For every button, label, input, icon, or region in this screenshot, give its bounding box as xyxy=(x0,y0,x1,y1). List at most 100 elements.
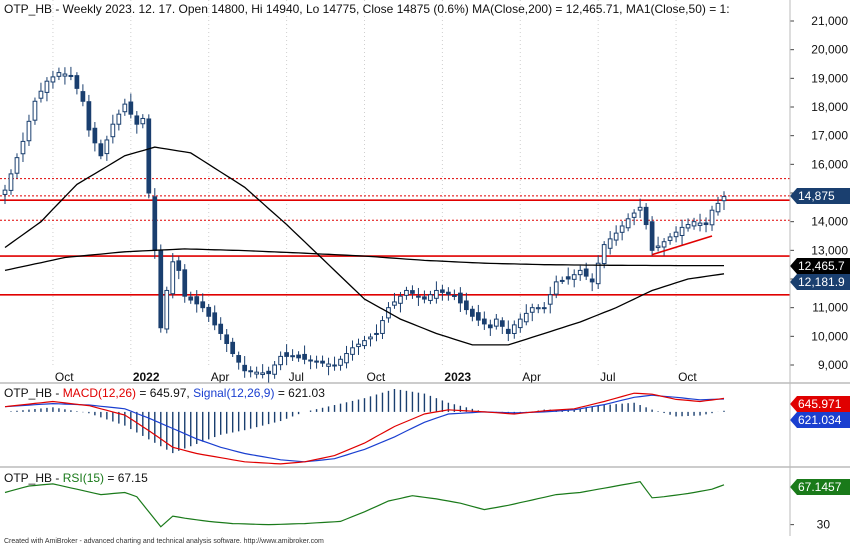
price-badge-shape xyxy=(790,258,850,274)
candle-up xyxy=(535,307,541,310)
macd-badge-shape xyxy=(790,396,850,412)
price-y-tick-label: 18,000 xyxy=(811,100,848,114)
candle-up xyxy=(523,312,529,323)
candle-down xyxy=(565,276,571,280)
candle-up xyxy=(368,336,373,340)
price-x-tick-label: Jul xyxy=(289,370,304,384)
candle-up xyxy=(272,364,277,375)
price-grid xyxy=(52,0,677,367)
candle-up xyxy=(110,123,116,138)
candle-up xyxy=(2,189,8,195)
price-candles xyxy=(2,66,727,383)
candle-up xyxy=(571,274,577,280)
price-badge: 12,465.7 xyxy=(790,258,850,274)
candle-up xyxy=(595,262,601,285)
candle-up xyxy=(601,244,607,265)
candle-up xyxy=(380,320,385,334)
candle-down xyxy=(583,268,589,277)
candle-up xyxy=(344,353,349,364)
candle-down xyxy=(649,221,655,251)
macd-header: OTP_HB - MACD(12,26) = 645.97, Signal(12… xyxy=(4,386,325,400)
candle-up xyxy=(362,340,367,347)
price-y-tick-label: 11,000 xyxy=(812,301,848,315)
candle-up xyxy=(517,318,523,329)
price-x-tick-label: Oct xyxy=(678,370,697,384)
price-x-tick-label: 2023 xyxy=(444,370,471,384)
candle-up xyxy=(493,318,499,327)
candle-up xyxy=(541,307,547,310)
candle-down xyxy=(452,294,457,297)
rsi-y-tick-label: 30 xyxy=(817,518,831,532)
candle-up xyxy=(350,347,355,355)
candle-up xyxy=(685,224,691,229)
rsi-header-value: = 67.15 xyxy=(104,471,148,485)
candle-up xyxy=(254,371,260,375)
candle-down xyxy=(643,206,649,226)
candle-up xyxy=(392,301,397,306)
signal-header-value: = 621.03 xyxy=(274,386,325,400)
price-x-tick-label: Oct xyxy=(55,370,74,384)
candle-down xyxy=(505,328,511,334)
macd-header-sep: - xyxy=(52,386,63,400)
candle-down xyxy=(158,250,164,329)
candle-down xyxy=(703,222,709,226)
signal-header-label: Signal(12,26,9) xyxy=(193,386,274,400)
candle-down xyxy=(206,306,212,317)
candle-up xyxy=(529,307,535,313)
candle-up xyxy=(721,196,727,202)
price-y-tick-label: 13,000 xyxy=(811,243,848,257)
price-y-tick-label: 16,000 xyxy=(811,157,848,171)
candle-up xyxy=(326,363,331,367)
rsi-badge: 67.1457 xyxy=(790,479,850,495)
price-badge: 14,875 xyxy=(790,188,850,204)
candle-up xyxy=(661,241,667,248)
price-y-tick-label: 20,000 xyxy=(811,43,848,57)
candle-down xyxy=(589,278,595,283)
candle-up xyxy=(697,222,703,226)
candle-up xyxy=(655,245,661,249)
candle-down xyxy=(446,291,451,295)
signal-badge: 621.034 xyxy=(790,412,850,428)
price-y-tick-label: 10,000 xyxy=(811,329,848,343)
price-x-tick-label: Oct xyxy=(367,370,386,384)
candle-down xyxy=(266,370,271,375)
candle-up xyxy=(398,295,403,304)
candle-up xyxy=(667,236,673,241)
candle-down xyxy=(422,296,427,300)
candle-down xyxy=(284,352,289,357)
rsi-header-ticker: OTP_HB xyxy=(4,471,52,485)
candle-down xyxy=(128,101,134,115)
candle-down xyxy=(200,301,206,309)
candle-up xyxy=(68,74,74,77)
candle-up xyxy=(709,209,715,226)
rsi-badge-label: 67.1457 xyxy=(798,480,842,494)
rsi-header-label: RSI(15) xyxy=(63,471,104,485)
candle-up xyxy=(547,294,553,305)
candle-up xyxy=(260,372,265,375)
price-value-badges: 14,875 12,465.7 12,181.9 xyxy=(790,188,850,290)
candle-down xyxy=(314,360,319,363)
price-header-ticker: OTP_HB xyxy=(4,2,52,16)
rsi-line xyxy=(4,481,725,528)
candle-up xyxy=(20,140,26,155)
candle-up xyxy=(44,80,50,93)
candle-down xyxy=(212,312,218,326)
candle-down xyxy=(230,341,236,355)
candle-up xyxy=(50,76,56,83)
rsi-y-axis: 30 xyxy=(790,518,830,532)
price-y-tick-label: 19,000 xyxy=(811,71,848,85)
signal-badge-shape xyxy=(790,412,850,428)
candle-down xyxy=(134,115,140,125)
candle-down xyxy=(440,289,445,293)
candle-up xyxy=(14,157,20,174)
candle-down xyxy=(308,359,313,362)
candle-up xyxy=(332,364,337,367)
candle-down xyxy=(146,118,152,194)
candle-up xyxy=(140,117,146,125)
macd-panel: 645.971 621.034 OTP_HB - MACD(12,26) = 64… xyxy=(0,382,850,465)
price-header-values: - Weekly 2023. 12. 17. Open 14800, Hi 14… xyxy=(52,2,730,16)
macd-badge-label: 645.971 xyxy=(798,397,842,411)
macd-value-badges: 645.971 621.034 xyxy=(790,396,850,428)
candle-up xyxy=(122,103,128,113)
candle-up xyxy=(116,113,122,125)
